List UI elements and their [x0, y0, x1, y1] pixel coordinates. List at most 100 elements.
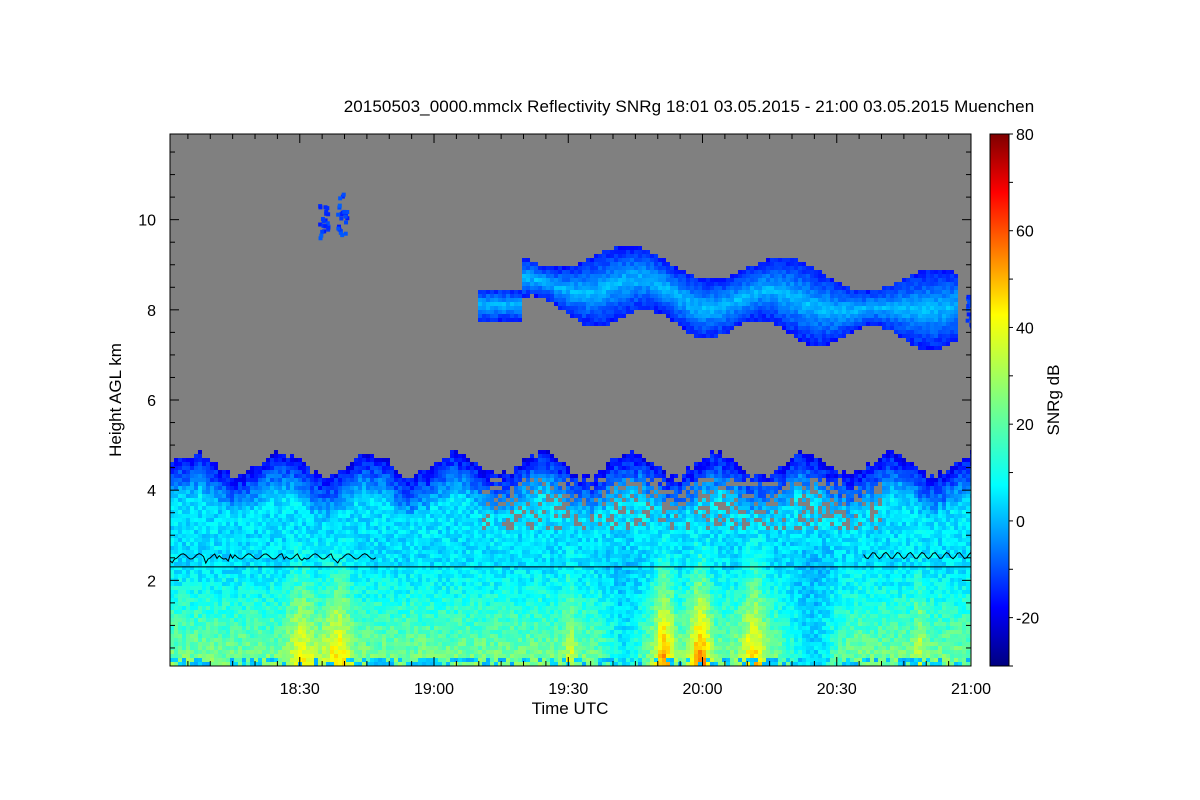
heatmap-cell — [354, 562, 358, 566]
heatmap-cell — [334, 598, 338, 602]
heatmap-cell — [386, 506, 390, 510]
heatmap-cell — [174, 582, 178, 586]
heatmap-cell — [406, 502, 410, 506]
heatmap-cell — [198, 582, 202, 586]
heatmap-cell — [242, 658, 246, 662]
heatmap-cell — [390, 518, 394, 522]
heatmap-cell — [326, 646, 330, 650]
heatmap-cell — [506, 510, 510, 514]
heatmap-cell — [354, 554, 358, 558]
heatmap-cell — [398, 514, 402, 518]
heatmap-cell — [370, 642, 374, 646]
heatmap-cell — [386, 582, 390, 586]
heatmap-cell — [190, 510, 194, 514]
heatmap-cell — [310, 518, 314, 522]
heatmap-cell — [462, 542, 466, 546]
heatmap-cell — [290, 522, 294, 526]
heatmap-cell — [542, 546, 546, 550]
heatmap-cell — [538, 530, 542, 534]
heatmap-cell — [322, 590, 326, 594]
heatmap-cell — [494, 638, 498, 642]
heatmap-cell — [362, 566, 366, 570]
heatmap-cell — [218, 630, 222, 634]
heatmap-cell — [542, 642, 546, 646]
heatmap-cell — [290, 538, 294, 542]
heatmap-cell — [298, 618, 302, 622]
heatmap-cell — [518, 502, 522, 506]
heatmap-cell — [234, 622, 238, 626]
heatmap-cell — [202, 542, 206, 546]
heatmap-cell — [534, 594, 538, 598]
heatmap-cell — [262, 522, 266, 526]
heatmap-cell — [350, 534, 354, 538]
heatmap-cell — [234, 598, 238, 602]
heatmap-cell — [526, 478, 530, 482]
heatmap-cell — [266, 638, 270, 642]
heatmap-cell — [294, 542, 298, 546]
heatmap-cell — [434, 646, 438, 650]
heatmap-cell — [482, 478, 486, 482]
heatmap-cell — [270, 594, 274, 598]
heatmap-cell — [290, 582, 294, 586]
heatmap-cell — [258, 530, 262, 534]
heatmap-cell — [234, 610, 238, 614]
heatmap-cell — [538, 598, 542, 602]
heatmap-cell — [370, 610, 374, 614]
heatmap-cell — [206, 546, 210, 550]
heatmap-cell — [342, 506, 346, 510]
heatmap-cell — [290, 514, 294, 518]
heatmap-cell — [350, 486, 354, 490]
heatmap-cell — [546, 566, 550, 570]
heatmap-cell — [550, 594, 554, 598]
heatmap-cell — [510, 590, 514, 594]
heatmap-cell — [450, 462, 454, 466]
heatmap-cell — [434, 466, 438, 470]
heatmap-cell — [478, 298, 482, 302]
heatmap-cell — [358, 610, 362, 614]
heatmap-cell — [282, 606, 286, 610]
heatmap-cell — [282, 494, 286, 498]
heatmap-cell — [550, 530, 554, 534]
heatmap-cell — [366, 478, 370, 482]
heatmap-cell — [374, 530, 378, 534]
heatmap-cell — [174, 622, 178, 626]
heatmap-cell — [230, 570, 234, 574]
heatmap-cell — [370, 606, 374, 610]
heatmap-cell — [486, 618, 490, 622]
heatmap-cell — [494, 598, 498, 602]
heatmap-cell — [266, 526, 270, 530]
heatmap-cell — [174, 482, 178, 486]
heatmap-cell — [546, 658, 550, 662]
heatmap-cell — [358, 562, 362, 566]
heatmap-cell — [194, 478, 198, 482]
heatmap-cell — [506, 546, 510, 550]
heatmap-cell — [314, 550, 318, 554]
heatmap-cell — [346, 494, 350, 498]
heatmap-cell — [190, 650, 194, 654]
heatmap-cell — [270, 562, 274, 566]
heatmap-cell — [250, 538, 254, 542]
heatmap-cell — [342, 550, 346, 554]
heatmap-cell — [426, 606, 430, 610]
heatmap-cell — [346, 638, 350, 642]
heatmap-cell — [474, 482, 478, 486]
heatmap-cell — [170, 586, 174, 590]
heatmap-cell — [242, 506, 246, 510]
heatmap-cell — [470, 562, 474, 566]
heatmap-cell — [210, 606, 214, 610]
heatmap-cell — [458, 526, 462, 530]
heatmap-cell — [506, 586, 510, 590]
heatmap-cell — [386, 614, 390, 618]
heatmap-cell — [266, 658, 270, 662]
heatmap-cell — [278, 510, 282, 514]
heatmap-cell — [318, 606, 322, 610]
heatmap-cell — [502, 310, 506, 314]
heatmap-cell — [186, 526, 190, 530]
heatmap-cell — [310, 578, 314, 582]
heatmap-cell — [330, 478, 334, 482]
heatmap-cell — [474, 534, 478, 538]
heatmap-cell — [242, 546, 246, 550]
heatmap-cell — [454, 526, 458, 530]
heatmap-cell — [386, 654, 390, 658]
heatmap-cell — [334, 482, 338, 486]
